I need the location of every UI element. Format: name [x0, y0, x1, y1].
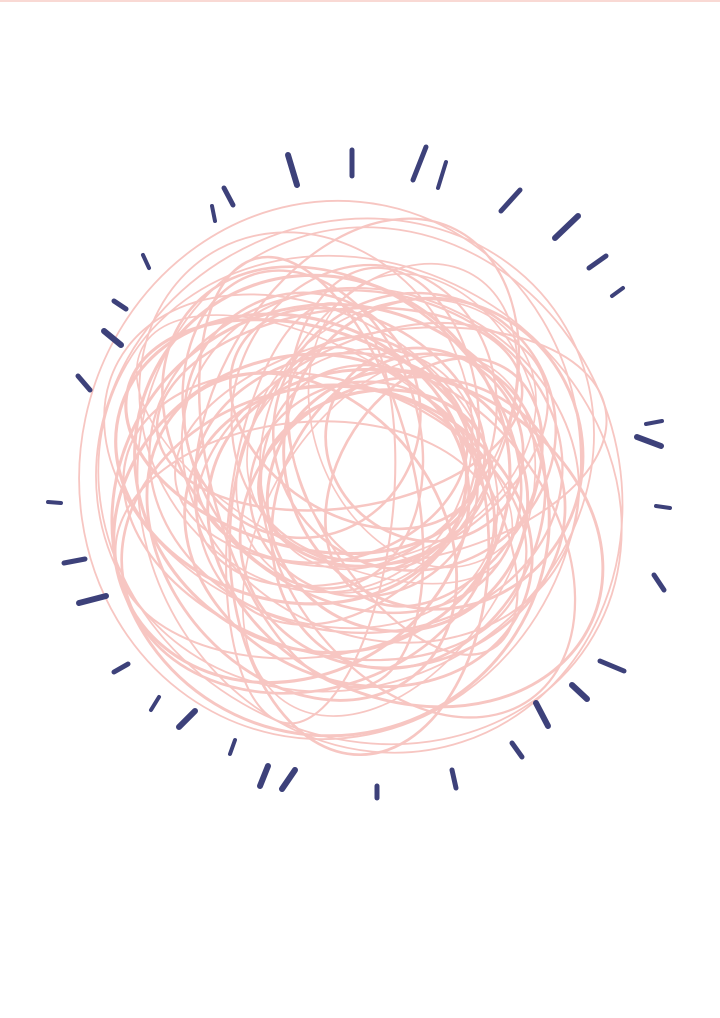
burst-ray [410, 144, 429, 183]
burst-ray [552, 213, 581, 241]
burst-ray [75, 373, 93, 393]
burst-ray [586, 253, 609, 271]
scribble-loop [193, 351, 469, 565]
scribble-outer-loop [136, 226, 624, 754]
burst-ray [610, 286, 625, 298]
scribble-loop [225, 302, 397, 725]
burst-ray [141, 253, 151, 270]
top-edge-line [0, 0, 720, 2]
burst-ray [221, 185, 236, 208]
scribble-loop [206, 367, 605, 709]
burst-ray [257, 763, 271, 789]
burst-ray [449, 767, 459, 791]
scribble-ball [78, 199, 624, 757]
burst-ray [76, 593, 109, 606]
burst-ray [101, 328, 124, 348]
scribble-loop [259, 364, 577, 719]
burst-ray [597, 658, 627, 674]
scribble-outer-loop [95, 217, 595, 693]
scribble-outer-loop [97, 254, 623, 746]
burst-ray [61, 556, 88, 566]
scribble-loop [238, 375, 567, 670]
burst-ray [634, 434, 664, 449]
burst-ray [210, 204, 217, 223]
burst-ray [533, 700, 551, 729]
scribble-loop [193, 217, 521, 626]
scribble-loop [161, 265, 523, 615]
burst-ray [285, 152, 300, 188]
burst-ray [228, 738, 237, 756]
scribble-loop [230, 263, 498, 562]
burst-ray [509, 740, 525, 760]
burst-ray [644, 419, 664, 426]
scribble-loop [133, 273, 512, 655]
burst-ray [46, 500, 63, 505]
burst-ray [111, 661, 131, 675]
burst-ray [111, 298, 129, 312]
burst-rays [46, 144, 672, 801]
scribble-outer-loop [78, 199, 582, 741]
scribble-loop [307, 273, 543, 569]
burst-ray [436, 160, 448, 190]
scribble-loop [270, 352, 547, 671]
burst-ray [651, 572, 667, 593]
scribble-loop [228, 335, 491, 757]
burst-ray [498, 187, 523, 214]
scribble-loop [155, 306, 524, 512]
burst-ray [279, 767, 298, 792]
burst-ray [149, 695, 161, 712]
burst-ray [654, 504, 672, 510]
burst-ray [569, 682, 590, 702]
scribble-loop [181, 269, 425, 590]
burst-ray [176, 708, 198, 730]
